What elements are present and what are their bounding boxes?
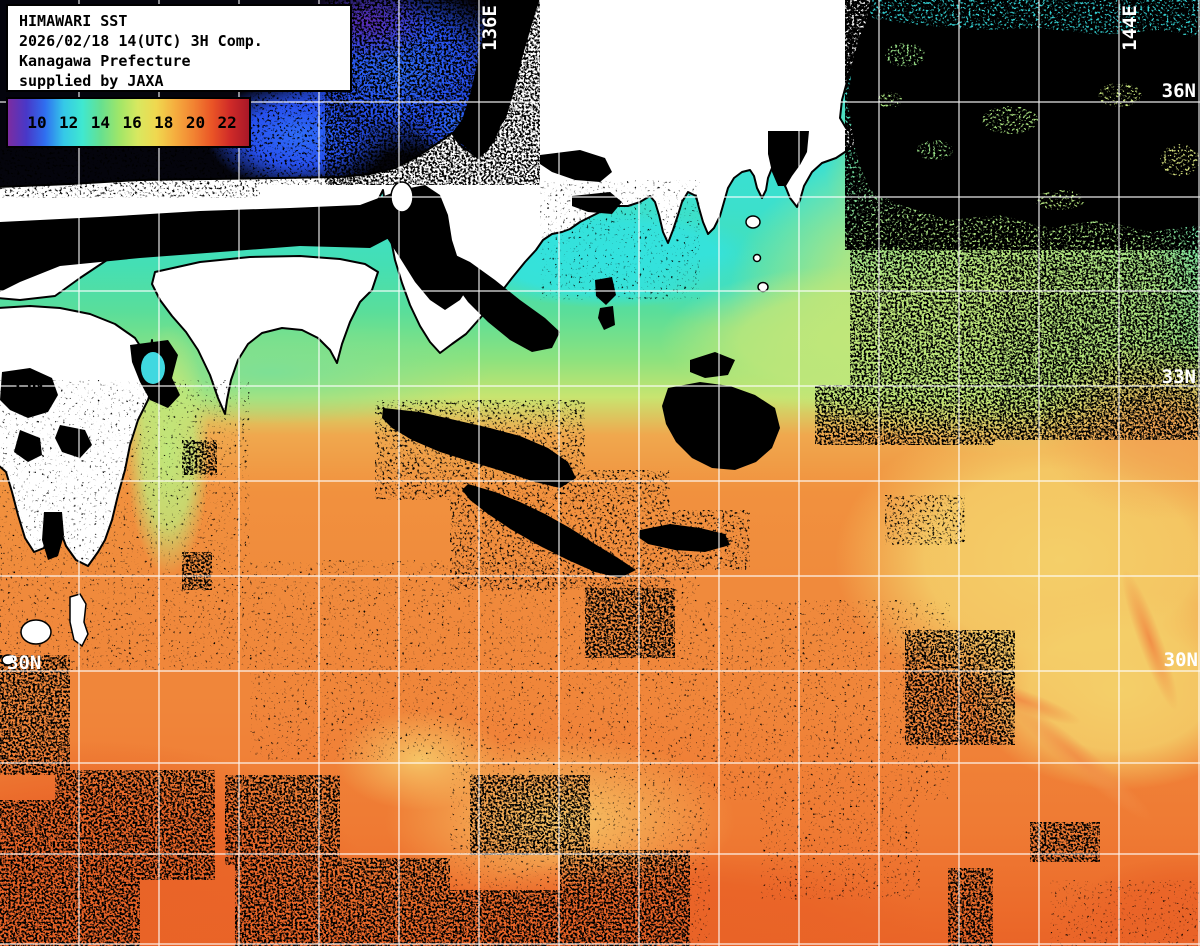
colorbar-tick-10: 10 — [27, 113, 47, 132]
colorbar-tick-14: 14 — [90, 113, 111, 132]
title-product: HIMAWARI SST — [19, 12, 128, 30]
title-source: supplied by JAXA — [19, 72, 164, 90]
lat-label-36n-right: 36N — [1162, 80, 1196, 102]
lon-label-144e: 144E — [1119, 5, 1141, 51]
lat-label-33n-left: 33N — [9, 373, 43, 395]
grid-labels: 136E 144E 36N 33N 30N 33N 30N — [7, 5, 1198, 674]
colorbar-tick-22: 22 — [217, 113, 237, 132]
lat-label-30n-left: 30N — [7, 652, 41, 674]
colorbar-tick-16: 16 — [122, 113, 142, 132]
seto-inland-sea-nodata — [0, 205, 395, 292]
title-region: Kanagawa Prefecture — [19, 52, 191, 70]
temperature-colorbar: 10 12 14 16 18 20 22 — [6, 97, 251, 148]
island-oshima — [745, 215, 761, 229]
colorbar-tick-18: 18 — [154, 113, 174, 132]
island-miyake — [757, 281, 769, 293]
lon-label-136e: 136E — [479, 5, 501, 51]
colorbar-tick-12: 12 — [59, 113, 79, 132]
lat-label-33n-right: 33N — [1162, 366, 1196, 388]
title-datetime: 2026/02/18 14(UTC) 3H Comp. — [19, 32, 263, 50]
lat-label-30n-right: 30N — [1164, 649, 1198, 671]
colorbar-tick-20: 20 — [185, 113, 206, 132]
shikoku-land — [151, 255, 379, 415]
title-box: HIMAWARI SST 2026/02/18 14(UTC) 3H Comp.… — [6, 4, 352, 92]
